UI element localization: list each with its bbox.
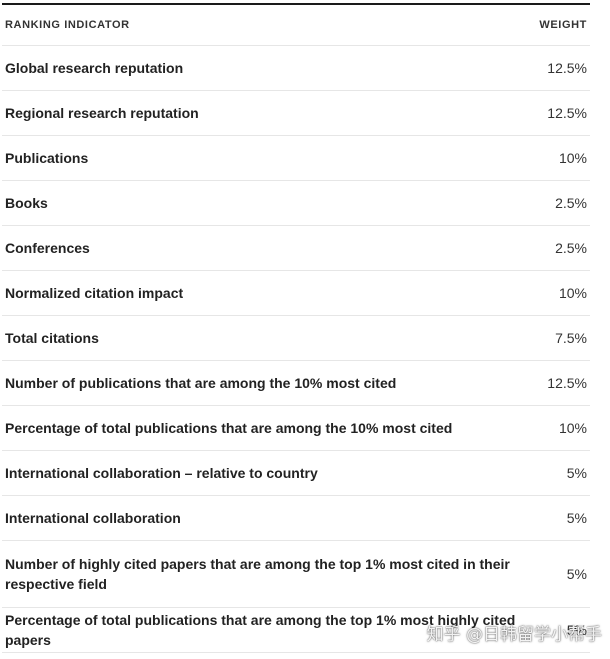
weight-cell: 5% [566, 566, 587, 582]
indicator-cell: Regional research reputation [5, 105, 199, 121]
weight-cell: 7.5% [555, 330, 587, 346]
weight-cell: 12.5% [547, 105, 587, 121]
table-row: Percentage of total publications that ar… [2, 406, 590, 451]
indicator-cell: International collaboration [5, 510, 181, 526]
table-row: Normalized citation impact 10% [2, 271, 590, 316]
indicator-cell: Books [5, 195, 48, 211]
table-row: Number of highly cited papers that are a… [2, 541, 590, 608]
indicator-cell: Number of highly cited papers that are a… [5, 556, 510, 592]
weight-cell: 10% [558, 420, 587, 436]
table-header-row: RANKING INDICATOR WEIGHT [2, 5, 590, 46]
weight-cell: 5% [566, 622, 587, 638]
table-row: Conferences 2.5% [2, 226, 590, 271]
ranking-indicator-table: RANKING INDICATOR WEIGHT Global research… [2, 3, 590, 653]
table-row: International collaboration – relative t… [2, 451, 590, 496]
indicator-cell: Conferences [5, 240, 90, 256]
table-row: International collaboration 5% [2, 496, 590, 541]
weight-cell: 12.5% [547, 60, 587, 76]
weight-cell: 5% [566, 465, 587, 481]
header-ranking-indicator: RANKING INDICATOR [5, 19, 130, 31]
indicator-cell: Global research reputation [5, 60, 184, 76]
indicator-cell: International collaboration – relative t… [5, 465, 318, 481]
indicator-cell: Percentage of total publications that ar… [5, 420, 453, 436]
weight-cell: 10% [558, 150, 587, 166]
table-row: Global research reputation 12.5% [2, 46, 590, 91]
table-row: Regional research reputation 12.5% [2, 91, 590, 136]
table-row: Number of publications that are among th… [2, 361, 590, 406]
weight-cell: 10% [558, 285, 587, 301]
weight-cell: 5% [566, 510, 587, 526]
weight-cell: 2.5% [555, 195, 587, 211]
indicator-cell: Publications [5, 150, 89, 166]
indicator-cell: Normalized citation impact [5, 285, 184, 301]
weight-cell: 12.5% [547, 375, 587, 391]
indicator-cell: Number of publications that are among th… [5, 375, 397, 391]
table-row: Percentage of total publications that ar… [2, 608, 590, 653]
table-row: Publications 10% [2, 136, 590, 181]
header-weight: WEIGHT [539, 19, 587, 31]
table-row: Total citations 7.5% [2, 316, 590, 361]
table-row: Books 2.5% [2, 181, 590, 226]
indicator-cell: Percentage of total publications that ar… [5, 612, 516, 648]
weight-cell: 2.5% [555, 240, 587, 256]
indicator-cell: Total citations [5, 330, 99, 346]
